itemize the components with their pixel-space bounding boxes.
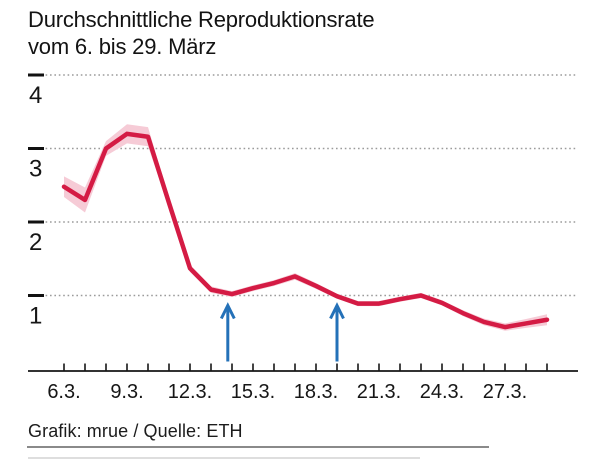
y-tick-label: 2 (29, 229, 42, 256)
chart-title: Durchschnittliche Reproduktionsrate vom … (28, 6, 568, 60)
x-tick-label: 18.3. (294, 381, 338, 403)
annotation-arrow-head (329, 302, 345, 320)
x-tick-label: 24.3. (420, 381, 464, 403)
y-tick-label: 1 (29, 303, 42, 330)
x-tick-label: 9.3. (110, 381, 143, 403)
footer-divider (27, 446, 489, 448)
x-tick-label: 21.3. (357, 381, 401, 403)
source-credit: Grafik: mrue / Quelle: ETH (28, 421, 243, 441)
chart-title-line2: vom 6. bis 29. März (28, 34, 217, 59)
confidence-band (64, 124, 547, 331)
y-tick-label: 3 (29, 156, 42, 183)
x-tick-label: 15.3. (231, 381, 275, 403)
bottom-divider (28, 457, 420, 459)
y-tick-label: 4 (29, 82, 42, 109)
rate-line (61, 131, 550, 330)
x-tick-label: 12.3. (168, 381, 212, 403)
annotation-arrow-head (219, 302, 236, 320)
x-tick-label: 6.3. (47, 381, 80, 403)
x-tick-label: 27.3. (483, 381, 527, 403)
chart-title-line1: Durchschnittliche Reproduktionsrate (28, 7, 375, 32)
